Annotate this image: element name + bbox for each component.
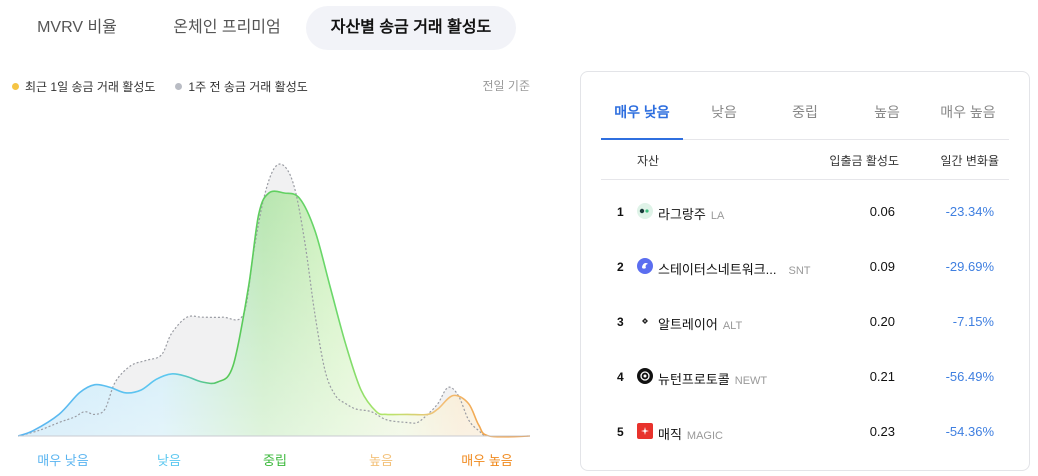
ptab-very-low[interactable]: 매우 낮음 <box>601 92 683 140</box>
series-previous-line <box>18 163 530 437</box>
tab-mvrv[interactable]: MVRV 비율 <box>37 19 117 36</box>
x-label-neutral: 중립 <box>263 453 287 468</box>
asset-name: 라그랑주 LA <box>658 207 725 222</box>
lagrange-icon <box>637 203 653 219</box>
legend-current: 최근 1일 송금 거래 활성도 <box>12 78 155 95</box>
table-row[interactable]: 4 뉴턴프로토콜 NEWT 0.21 -56.49% <box>601 350 1009 405</box>
row-rank: 4 <box>617 370 624 384</box>
chart-legend: 최근 1일 송금 거래 활성도 1주 전 송금 거래 활성도 <box>12 78 328 95</box>
activity-value: 0.06 <box>869 204 895 219</box>
newton-icon <box>637 368 653 384</box>
ptab-neutral[interactable]: 중립 <box>792 104 818 120</box>
x-label-very-low: 매우 낮음 <box>37 453 89 468</box>
table-row[interactable]: 3 알트레이어 ALT 0.20 -7.15% <box>601 295 1009 350</box>
ptab-high[interactable]: 높음 <box>874 104 900 120</box>
col-activity-header[interactable]: 입출금 활성도 <box>829 154 899 168</box>
legend-previous: 1주 전 송금 거래 활성도 <box>175 78 308 95</box>
change-value: -56.49% <box>945 369 994 384</box>
x-axis-labels: 매우 낮음 낮음 중립 높음 매우 높음 <box>0 450 540 470</box>
magic-icon <box>637 423 653 439</box>
activity-value: 0.23 <box>869 424 895 439</box>
status-icon <box>637 258 653 274</box>
legend-current-dot <box>12 83 19 90</box>
altlayer-icon <box>637 313 653 329</box>
activity-value: 0.21 <box>869 369 895 384</box>
x-label-high: 높음 <box>369 453 393 468</box>
activity-value: 0.09 <box>869 259 895 274</box>
activity-distribution-chart <box>18 163 530 438</box>
row-rank: 3 <box>617 315 624 329</box>
table-row[interactable]: 5 매직 MAGIC 0.23 -54.36% <box>601 405 1009 460</box>
activity-level-tabs: 매우 낮음 낮음 중립 높음 매우 높음 <box>601 92 1009 140</box>
x-label-very-high: 매우 높음 <box>461 453 513 468</box>
x-label-low: 낮음 <box>157 453 181 468</box>
series-current-fade <box>18 191 530 437</box>
col-asset-header: 자산 <box>637 154 660 168</box>
table-header: 자산 입출금 활성도 일간 변화율 <box>601 140 1009 180</box>
row-rank: 1 <box>617 205 624 219</box>
asset-name: 알트레이어 ALT <box>658 317 743 332</box>
asset-ranking-panel: 매우 낮음 낮음 중립 높음 매우 높음 자산 입출금 활성도 일간 변화율 1… <box>580 71 1030 471</box>
table-row[interactable]: 1 라그랑주 LA 0.06 -23.34% <box>601 185 1009 240</box>
tab-transfer-activity[interactable]: 자산별 송금 거래 활성도 <box>306 6 516 50</box>
tab-onchain-premium[interactable]: 온체인 프리미엄 <box>173 19 281 36</box>
asset-name: 스테이터스네트워크... SNT <box>658 262 811 277</box>
asset-symbol: SNT <box>788 265 811 277</box>
ptab-low[interactable]: 낮음 <box>711 104 737 120</box>
change-value: -7.15% <box>952 314 994 329</box>
legend-previous-dot <box>175 83 183 90</box>
row-rank: 2 <box>617 260 624 274</box>
asset-symbol: LA <box>710 210 725 222</box>
change-value: -54.36% <box>945 424 994 439</box>
table-row[interactable]: 2 스테이터스네트워크... SNT 0.09 -29.69% <box>601 240 1009 295</box>
asset-name: 뉴턴프로토콜 NEWT <box>658 372 768 387</box>
change-value: -23.34% <box>945 204 994 219</box>
asset-symbol: MAGIC <box>686 430 723 442</box>
asset-symbol: NEWT <box>734 375 768 387</box>
change-value: -29.69% <box>945 259 994 274</box>
asset-symbol: ALT <box>722 320 743 332</box>
series-current-line <box>18 190 530 438</box>
col-change-header[interactable]: 일간 변화율 <box>940 154 999 168</box>
legend-previous-label: 1주 전 송금 거래 활성도 <box>188 80 308 94</box>
ptab-very-high[interactable]: 매우 높음 <box>940 104 996 120</box>
asset-name: 매직 MAGIC <box>658 427 723 442</box>
legend-current-label: 최근 1일 송금 거래 활성도 <box>25 80 156 94</box>
row-rank: 5 <box>617 425 624 439</box>
activity-value: 0.20 <box>869 314 895 329</box>
basis-label: 전일 기준 <box>482 79 531 93</box>
